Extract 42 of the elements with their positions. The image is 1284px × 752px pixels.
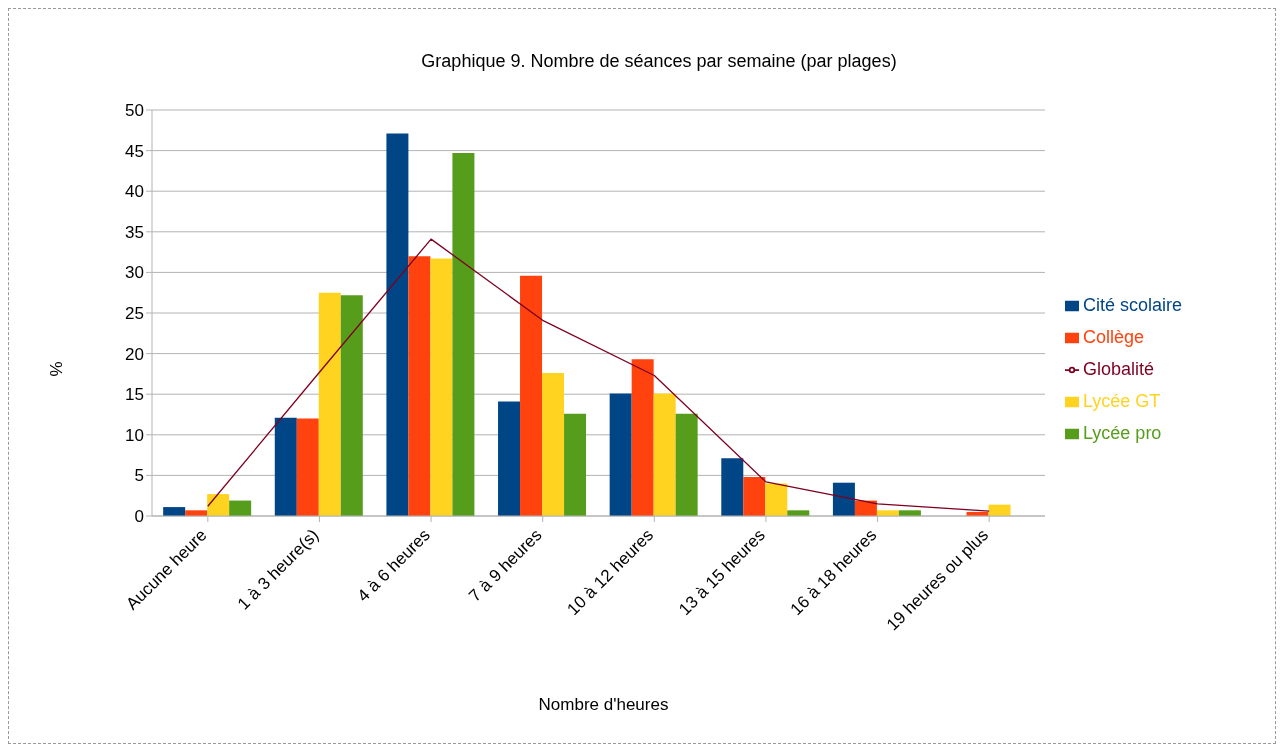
y-tick-label: 30 [125,263,144,283]
bar [386,133,409,516]
legend-label: Collège [1083,327,1145,347]
bar [274,417,297,516]
bar [408,256,431,516]
bar [832,482,855,516]
bar [207,494,230,516]
bar [765,483,788,516]
bar [721,458,744,516]
bar [631,359,654,516]
bar [229,500,252,516]
legend-label: Lycée pro [1083,423,1162,443]
y-tick-label: 50 [125,101,144,121]
y-tick-label: 25 [125,304,144,324]
chart-title: Graphique 9. Nombre de séances par semaine (par plages) [420,51,898,72]
y-tick-label: 45 [125,141,144,161]
line-series [207,238,990,512]
bar [609,393,632,516]
bar [340,295,363,516]
bar [520,275,543,516]
bar [542,373,565,516]
legend-label: Lycée GT [1083,391,1161,411]
legend-label: Globalité [1083,359,1155,379]
bar [653,393,676,516]
y-tick-label: 40 [125,182,144,202]
y-tick-label: 20 [125,344,144,364]
y-tick-label: 5 [134,466,144,486]
x-axis-title: Nombre d'heures [537,695,670,715]
bar [498,401,521,516]
bar [430,258,453,516]
y-tick-label: 15 [125,385,144,405]
y-tick-label: 10 [125,425,144,445]
bar [675,413,698,516]
legend-label: Cité scolaire [1083,295,1183,315]
bar [564,413,587,516]
bar [743,477,766,516]
bar [452,153,475,516]
bar [318,292,341,516]
y-tick-label: 35 [125,222,144,242]
y-axis-title: % [46,361,67,377]
bar [296,418,319,516]
y-tick-label: 0 [134,507,144,527]
